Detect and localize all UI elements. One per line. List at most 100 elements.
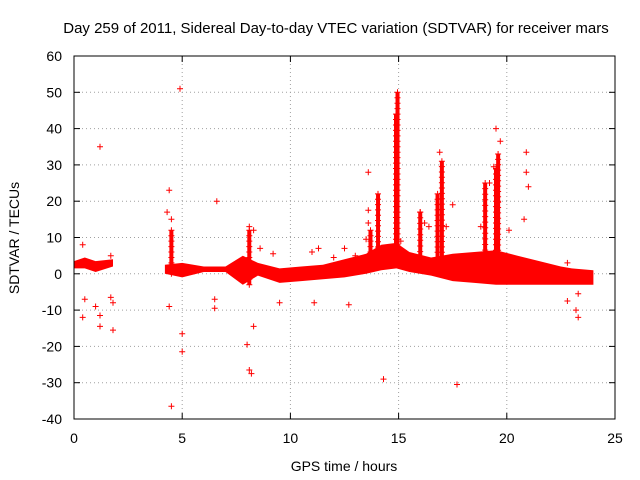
data-point [417, 243, 424, 249]
data-point [315, 245, 322, 252]
data-point [394, 122, 401, 128]
data-point [394, 160, 401, 167]
x-tick-label: 25 [607, 430, 623, 446]
data-point [168, 238, 175, 245]
data-point [168, 243, 175, 250]
data-point [394, 187, 401, 194]
data-point [417, 254, 424, 261]
y-tick-label: 20 [46, 193, 62, 209]
data-point [438, 179, 445, 186]
data-point [248, 370, 255, 377]
data-point [375, 206, 381, 213]
x-tick-label: 0 [70, 430, 78, 446]
data-point [482, 230, 489, 237]
data-point [394, 252, 401, 259]
data-point [495, 220, 502, 227]
data-point [330, 254, 337, 261]
data-point [246, 243, 253, 250]
data-point [375, 259, 381, 266]
y-tick-label: 40 [46, 121, 62, 137]
data-point [394, 127, 401, 134]
data-point [250, 323, 257, 330]
data-point [79, 314, 86, 321]
data-point [417, 248, 424, 255]
data-point [375, 233, 381, 240]
data-point [394, 111, 401, 118]
data-point [495, 204, 502, 211]
data-point [375, 228, 381, 235]
data-point [394, 165, 401, 172]
data-point [417, 226, 424, 232]
data-point [246, 276, 253, 283]
data-point [495, 247, 502, 254]
plot-frame [73, 55, 616, 420]
data-point [375, 249, 381, 256]
data-point [482, 224, 489, 231]
data-point [495, 215, 502, 222]
data-point [394, 149, 401, 156]
x-tick-label: 10 [283, 430, 299, 446]
data-point [246, 223, 253, 230]
data-point [97, 312, 103, 319]
data-point [493, 125, 499, 132]
data-point [438, 254, 445, 261]
chart-title: Day 259 of 2011, Sidereal Day-to-day VTE… [63, 20, 608, 37]
axis-ticks: 0 5 10 15 20 25 -40 -30 -20 -10 0 10 20 30 40 50 60 [42, 48, 623, 446]
data-point [523, 149, 530, 156]
data-point [564, 259, 571, 266]
data-point [454, 381, 460, 388]
y-tick-label: -10 [42, 302, 62, 318]
data-point [394, 230, 401, 237]
data-point [164, 209, 171, 216]
data-point [168, 232, 175, 239]
data-point [211, 296, 218, 303]
data-point [246, 254, 253, 261]
x-tick-label: 5 [178, 430, 186, 446]
data-point [375, 196, 381, 203]
y-tick-label: 50 [46, 84, 62, 100]
data-point [394, 209, 401, 216]
data-point [438, 206, 445, 213]
data-point [375, 190, 381, 197]
data-point [482, 213, 489, 220]
data-point [482, 252, 489, 259]
data-point [250, 227, 257, 234]
data-point [246, 238, 253, 245]
data-point [110, 327, 116, 334]
data-point [394, 181, 401, 188]
data-point [394, 241, 401, 248]
data-point [270, 250, 277, 257]
data-point [276, 299, 283, 306]
data-point [438, 249, 445, 256]
data-point [179, 330, 186, 337]
data-point [394, 116, 401, 123]
data-point [365, 169, 372, 176]
data-point [244, 341, 251, 348]
data-point [311, 299, 318, 306]
data-point [213, 198, 220, 205]
data-point [375, 201, 381, 208]
data-point [168, 249, 175, 255]
data-point [443, 223, 450, 230]
data-point [495, 151, 502, 157]
data-point [79, 241, 86, 248]
data-point [367, 243, 374, 250]
data-point [394, 176, 401, 183]
data-point [482, 241, 489, 248]
data-point [438, 169, 445, 175]
data-point [246, 281, 253, 288]
data-point [168, 265, 175, 272]
data-point [436, 149, 443, 156]
data-point [246, 270, 253, 277]
y-tick-label: -20 [42, 338, 62, 354]
data-point [495, 231, 502, 238]
data-point [352, 252, 359, 259]
data-point [345, 301, 352, 308]
data-point [81, 296, 88, 303]
data-point [482, 202, 489, 209]
data-point [375, 212, 381, 219]
y-tick-label: 60 [46, 48, 62, 64]
data-point [394, 247, 401, 254]
data-point [394, 236, 401, 243]
